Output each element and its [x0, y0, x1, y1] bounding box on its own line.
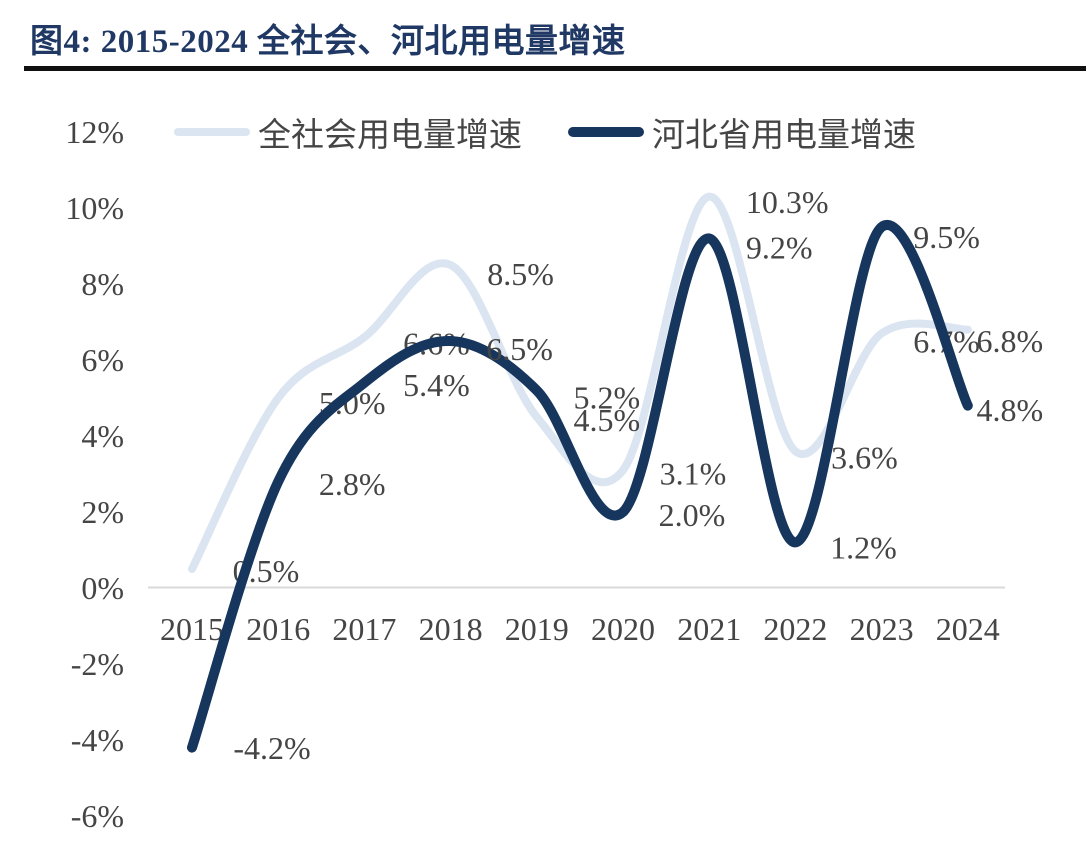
- legend-label-national: 全社会用电量增速: [258, 118, 522, 154]
- data-label-national: 3.1%: [660, 455, 727, 491]
- legend-item-hebei: 河北省用电量增速: [568, 108, 916, 156]
- data-label-hebei: 4.8%: [976, 392, 1043, 428]
- x-axis-label: 2017: [332, 611, 396, 647]
- legend-label-hebei: 河北省用电量增速: [652, 118, 916, 154]
- legend-item-national: 全社会用电量增速: [174, 108, 522, 156]
- series-line-national: [188, 192, 972, 573]
- x-axis-label: 2018: [419, 611, 483, 647]
- data-label-hebei: 6.5%: [486, 331, 553, 367]
- data-label-national: 3.6%: [831, 439, 898, 475]
- data-label-hebei: 1.2%: [830, 530, 897, 566]
- data-label-hebei: 2.0%: [659, 497, 726, 533]
- y-tick-label: 8%: [81, 266, 124, 302]
- legend-swatch-hebei: [568, 127, 644, 137]
- title-divider: [24, 66, 1086, 71]
- y-tick-label: 2%: [81, 494, 124, 530]
- data-label-national: 10.3%: [746, 184, 829, 220]
- data-label-hebei: 9.2%: [746, 230, 813, 266]
- y-tick-label: 12%: [65, 114, 124, 150]
- y-tick-label: 10%: [65, 190, 124, 226]
- data-label-hebei: 5.4%: [403, 367, 470, 403]
- x-axis-label: 2024: [936, 611, 1000, 647]
- y-tick-label: 4%: [81, 418, 124, 454]
- y-tick-label: 0%: [81, 570, 124, 606]
- data-label-national: 8.5%: [487, 256, 554, 292]
- figure-title: 图4: 2015-2024 全社会、河北用电量增速: [30, 24, 626, 60]
- y-tick-label: -4%: [71, 722, 124, 758]
- x-axis-label: 2020: [591, 611, 655, 647]
- y-tick-label: 6%: [81, 342, 124, 378]
- x-axis-label: 2023: [850, 611, 914, 647]
- x-axis-label: 2015: [160, 611, 224, 647]
- series-line-hebei: [187, 219, 973, 753]
- y-tick-label: -2%: [71, 646, 124, 682]
- x-axis-label: 2016: [246, 611, 310, 647]
- data-label-hebei: 9.5%: [913, 219, 980, 255]
- data-label-hebei: -4.2%: [233, 730, 310, 766]
- data-label-hebei: 5.2%: [573, 380, 640, 416]
- y-tick-label: -6%: [71, 798, 124, 834]
- data-label-national: 6.8%: [976, 323, 1043, 359]
- x-axis-label: 2022: [763, 611, 827, 647]
- data-label-hebei: 2.8%: [319, 466, 386, 502]
- x-axis-label: 2021: [677, 611, 741, 647]
- chart-legend: 全社会用电量增速 河北省用电量增速: [174, 108, 916, 156]
- legend-swatch-national: [174, 128, 250, 136]
- x-axis-label: 2019: [505, 611, 569, 647]
- data-label-national: 4.5%: [573, 402, 640, 438]
